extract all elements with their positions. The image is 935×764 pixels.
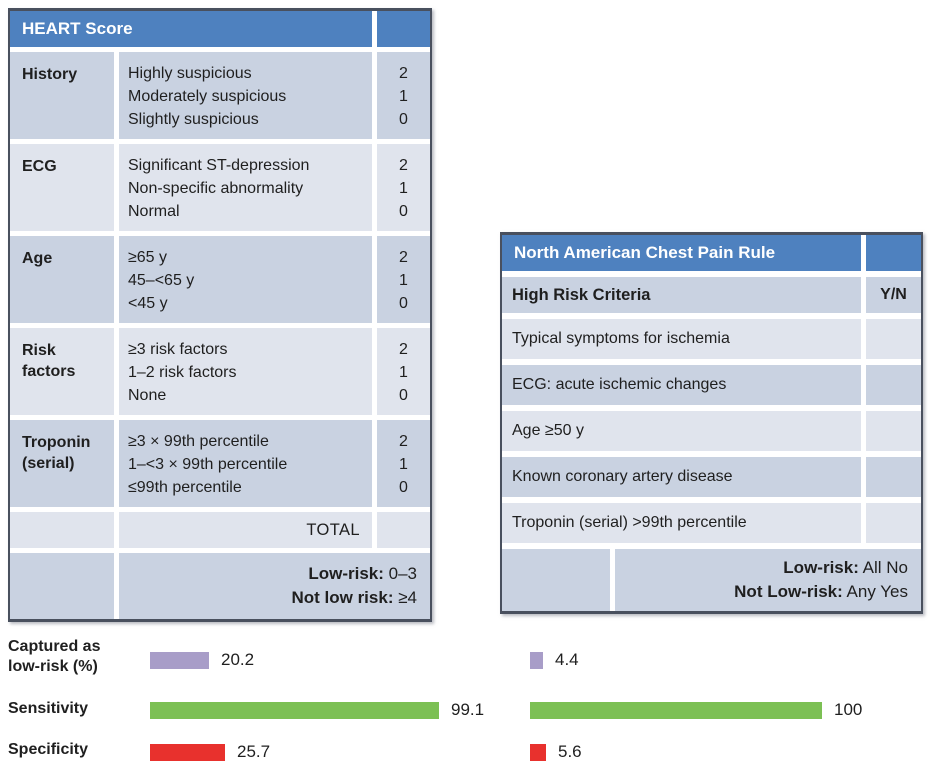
heart-score-column-header	[377, 11, 430, 47]
heart-row-ecg-options: Significant ST-depression Non-specific a…	[119, 144, 372, 231]
nacpr-yn-cell-3	[866, 411, 921, 451]
metric-label-captured-low-risk: Captured as low-risk (%)	[8, 638, 101, 675]
heart-row-troponin-options: ≥3 × 99th percentile 1–<3 × 99th percent…	[119, 420, 372, 507]
heart-row-ecg-scores: 2 1 0	[377, 144, 430, 231]
metric-label-specificity: Specificity	[8, 741, 89, 758]
nacpr-criterion-troponin: Troponin (serial) >99th percentile	[502, 503, 861, 543]
bar-value-nacpr-captured: 4.4	[555, 650, 579, 669]
bar-heart-specificity	[150, 743, 225, 761]
heart-total-label: TOTAL	[119, 512, 372, 548]
bar-group-nacpr-captured: 4.4	[530, 650, 579, 670]
nacpr-criterion-typical-symptoms: Typical symptoms for ischemia	[502, 319, 861, 359]
nacpr-footer-row: Low-risk: All No Not Low-risk: Any Yes	[502, 549, 921, 611]
nacpr-yn-header: Y/N	[866, 277, 921, 313]
heart-footer-rule: Low-risk: 0–3 Not low risk: ≥4	[119, 553, 430, 619]
bar-nacpr-captured	[530, 651, 543, 669]
heart-row-troponin-scores: 2 1 0	[377, 420, 430, 507]
bar-value-heart-specificity: 25.7	[237, 742, 271, 761]
heart-total-score-cell	[377, 512, 430, 548]
bar-group-nacpr-specificity: 5.6	[530, 742, 582, 762]
nacpr-table: North American Chest Pain Rule High Risk…	[500, 232, 923, 614]
nacpr-yn-cell-1	[866, 319, 921, 359]
heart-row-history-category: History	[10, 52, 114, 139]
bar-nacpr-specificity	[530, 743, 546, 761]
heart-row-history-scores: 2 1 0	[377, 52, 430, 139]
heart-row-age-scores: 2 1 0	[377, 236, 430, 323]
nacpr-yn-cell-2	[866, 365, 921, 405]
bar-value-heart-sensitivity: 99.1	[451, 700, 485, 719]
nacpr-footer-rule: Low-risk: All No Not Low-risk: Any Yes	[615, 549, 921, 611]
bar-value-nacpr-sensitivity: 100	[834, 700, 863, 719]
heart-row-age-category: Age	[10, 236, 114, 323]
nacpr-criteria-header: High Risk Criteria	[502, 277, 861, 313]
bar-heart-captured	[150, 651, 209, 669]
nacpr-yn-cell-5	[866, 503, 921, 543]
bar-group-heart-specificity: 25.7	[150, 742, 270, 762]
nacpr-yn-cell-4	[866, 457, 921, 497]
heart-row-troponin-category: Troponin (serial)	[10, 420, 114, 507]
heart-row-ecg-category: ECG	[10, 144, 114, 231]
bar-value-nacpr-specificity: 5.6	[558, 742, 582, 761]
bar-value-heart-captured: 20.2	[221, 650, 255, 669]
heart-row-history-options: Highly suspicious Moderately suspicious …	[119, 52, 372, 139]
nacpr-footer-stub	[502, 549, 610, 611]
heart-score-table: HEART Score History Highly suspicious Mo…	[8, 8, 432, 622]
nacpr-table-title: North American Chest Pain Rule	[502, 235, 861, 271]
heart-row-riskfactors-scores: 2 1 0	[377, 328, 430, 415]
bar-group-heart-sensitivity: 99.1	[150, 700, 484, 720]
heart-table-title: HEART Score	[10, 11, 372, 47]
heart-footer-stub	[10, 553, 114, 619]
bar-nacpr-sensitivity	[530, 701, 822, 719]
heart-row-riskfactors-category: Risk factors	[10, 328, 114, 415]
nacpr-yn-column-header-blank	[866, 235, 921, 271]
heart-row-age-options: ≥65 y 45–<65 y <45 y	[119, 236, 372, 323]
heart-row-riskfactors-options: ≥3 risk factors 1–2 risk factors None	[119, 328, 372, 415]
bar-group-nacpr-sensitivity: 100	[530, 700, 862, 720]
bar-group-heart-captured: 20.2	[150, 650, 254, 670]
nacpr-criterion-age: Age ≥50 y	[502, 411, 861, 451]
metric-label-sensitivity: Sensitivity	[8, 700, 89, 717]
heart-total-row-stub	[10, 512, 114, 548]
nacpr-criterion-ecg-changes: ECG: acute ischemic changes	[502, 365, 861, 405]
bar-heart-sensitivity	[150, 701, 439, 719]
nacpr-criterion-known-cad: Known coronary artery disease	[502, 457, 861, 497]
